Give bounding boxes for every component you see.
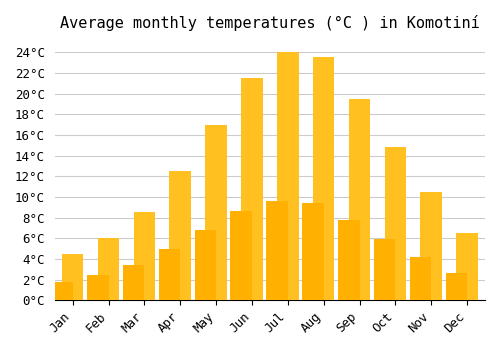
Bar <box>420 192 442 300</box>
Bar <box>266 201 288 300</box>
Bar <box>374 239 396 300</box>
Bar <box>241 78 262 300</box>
Bar <box>456 233 478 300</box>
Bar <box>194 230 216 300</box>
Bar <box>277 52 298 300</box>
Bar <box>230 211 252 300</box>
Bar <box>410 257 431 300</box>
Bar <box>302 203 324 300</box>
Bar <box>134 212 155 300</box>
Bar <box>62 254 84 300</box>
Bar <box>87 275 108 300</box>
Bar <box>158 248 180 300</box>
Title: Average monthly temperatures (°C ) in Komotiní: Average monthly temperatures (°C ) in Ko… <box>60 15 480 31</box>
Bar <box>313 57 334 300</box>
Bar <box>51 282 72 300</box>
Bar <box>446 273 467 300</box>
Bar <box>98 238 120 300</box>
Bar <box>123 265 144 300</box>
Bar <box>384 147 406 300</box>
Bar <box>348 99 370 300</box>
Bar <box>206 125 227 300</box>
Bar <box>338 219 359 300</box>
Bar <box>170 171 191 300</box>
